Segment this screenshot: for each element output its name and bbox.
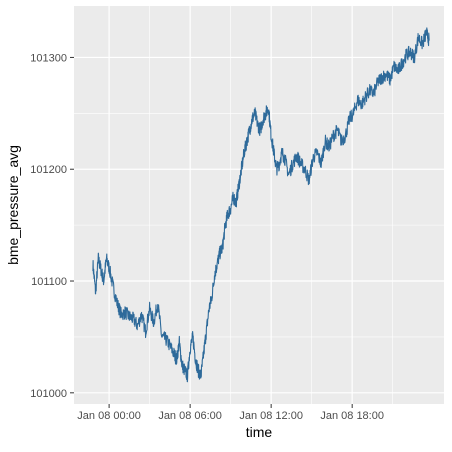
y-tick-label: 101100 <box>31 276 67 288</box>
x-axis-label: time <box>246 424 273 440</box>
grid-lines <box>74 6 444 404</box>
x-tick-label: Jan 08 12:00 <box>239 410 303 422</box>
x-axis: Jan 08 00:00 Jan 08 06:00 Jan 08 12:00 Jan … <box>77 404 384 422</box>
x-tick-label: Jan 08 00:00 <box>77 410 141 422</box>
x-tick-label: Jan 08 06:00 <box>158 410 222 422</box>
y-axis: 101000 101100 101200 101300 <box>30 52 74 400</box>
panel-background <box>74 6 444 404</box>
y-tick-label: 101000 <box>30 388 67 400</box>
y-tick-label: 101200 <box>30 164 67 176</box>
x-tick-label: Jan 08 18:00 <box>320 410 384 422</box>
series-line <box>92 27 430 383</box>
series-layer <box>92 27 430 383</box>
y-tick-label: 101300 <box>30 52 67 64</box>
y-axis-label: bme_pressure_avg <box>5 145 21 265</box>
